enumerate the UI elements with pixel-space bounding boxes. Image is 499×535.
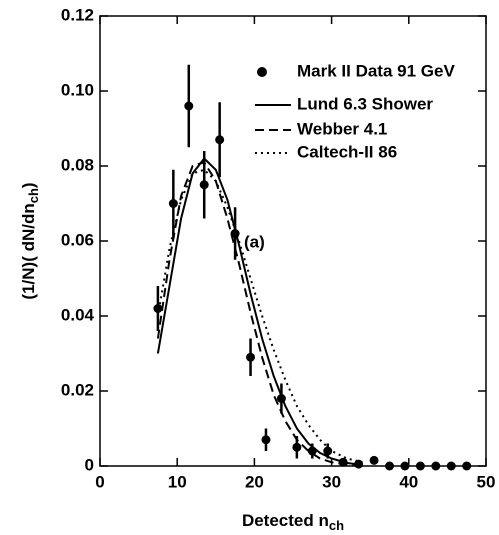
plot-frame bbox=[99, 15, 487, 467]
y-label-sub: ch bbox=[26, 188, 41, 203]
data-point bbox=[369, 455, 379, 465]
x-tick-label: 40 bbox=[399, 472, 418, 491]
data-point bbox=[415, 461, 425, 471]
legend-label: Mark II Data 91 GeV bbox=[297, 61, 455, 80]
data-point bbox=[385, 461, 394, 471]
x-label-main: Detected n bbox=[242, 511, 329, 530]
legend-label: Webber 4.1 bbox=[297, 119, 387, 138]
data-point bbox=[246, 352, 256, 362]
legend-label: Lund 6.3 Shower bbox=[297, 94, 433, 113]
y-tick-label: 0.10 bbox=[61, 80, 94, 99]
data-point bbox=[215, 135, 225, 145]
y-label-main: (1/N)( dN/dn bbox=[19, 203, 38, 299]
x-tick-label: 50 bbox=[477, 472, 496, 491]
data-point bbox=[431, 461, 441, 471]
x-tick-label: 10 bbox=[168, 472, 187, 491]
data-point bbox=[462, 461, 472, 471]
y-label-end: ) bbox=[19, 182, 38, 188]
y-tick-label: 0.12 bbox=[61, 5, 94, 24]
data-point bbox=[292, 442, 302, 452]
legend-marker bbox=[257, 67, 267, 77]
x-tick-label: 0 bbox=[95, 472, 104, 491]
annotation: (a) bbox=[244, 232, 265, 251]
line-series bbox=[156, 157, 363, 466]
data-point bbox=[184, 101, 194, 111]
y-tick-label: 0.08 bbox=[61, 155, 94, 174]
y-tick-label: 0.06 bbox=[61, 230, 94, 249]
y-tick-label: 0.02 bbox=[61, 380, 94, 399]
data-point bbox=[400, 461, 410, 471]
data-point bbox=[168, 199, 178, 208]
data-point bbox=[199, 180, 209, 190]
x-label-sub: ch bbox=[329, 518, 344, 533]
x-tick-label: 20 bbox=[245, 472, 264, 491]
x-tick-label: 30 bbox=[322, 472, 341, 491]
y-tick-label: 0 bbox=[85, 455, 94, 474]
data-point bbox=[446, 461, 456, 471]
y-tick-label: 0.04 bbox=[61, 305, 95, 324]
x-axis-label: Detected nch bbox=[242, 511, 344, 533]
legend-label: Caltech-II 86 bbox=[297, 142, 397, 161]
y-axis-label: (1/N)( dN/dnch) bbox=[19, 182, 41, 299]
data-point bbox=[153, 304, 163, 313]
line-series bbox=[156, 161, 363, 467]
line-series bbox=[156, 168, 363, 464]
data-point bbox=[261, 435, 271, 445]
